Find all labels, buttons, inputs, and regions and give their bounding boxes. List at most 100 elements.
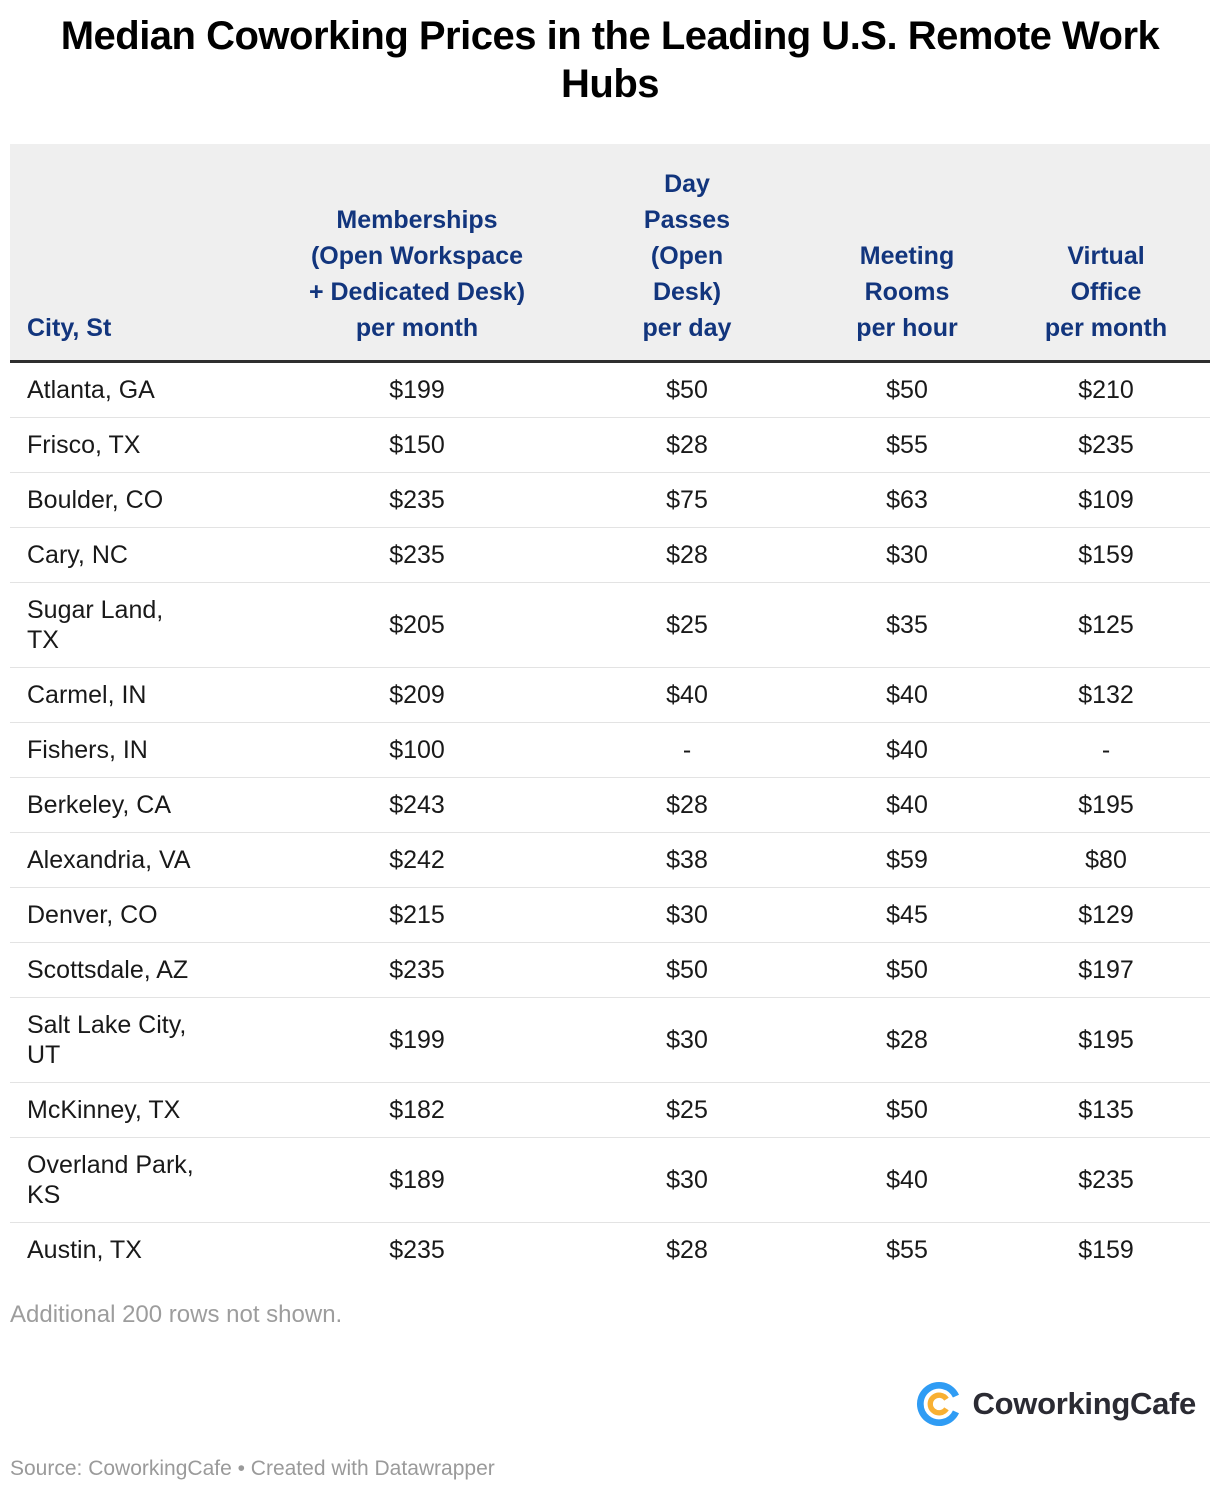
cell-value: $55 [812, 417, 1002, 473]
cell-value: $135 [1002, 1082, 1210, 1138]
cell-value: $125 [1002, 582, 1210, 668]
cell-value: $235 [272, 472, 562, 528]
cell-city: Salt Lake City, UT [10, 997, 272, 1083]
column-header-virtual-office: Virtual Office per month [1002, 144, 1210, 363]
table-row: Overland Park, KS $189 $30 $40 $235 [10, 1137, 1210, 1223]
cell-city: Sugar Land, TX [10, 582, 272, 668]
cell-value: $25 [562, 1082, 812, 1138]
cell-city: Carmel, IN [10, 667, 272, 723]
cell-value: $150 [272, 417, 562, 473]
cell-value: $25 [562, 582, 812, 668]
column-header-city: City, St [10, 144, 272, 363]
cell-value: $40 [812, 667, 1002, 723]
table-row: Frisco, TX $150 $28 $55 $235 [10, 417, 1210, 473]
cell-value: $50 [666, 376, 708, 404]
cell-value: $63 [812, 472, 1002, 528]
cell-value: $50 [562, 942, 812, 998]
cell-value: - [562, 722, 812, 778]
cell-value: $50 [812, 942, 1002, 998]
cell-city: Denver, CO [10, 887, 272, 943]
cell-value: $159 [1002, 527, 1210, 583]
cell-value: $28 [562, 777, 812, 833]
table-row: Sugar Land, TX $205 $25 $35 $125 [10, 582, 1210, 668]
table-row: Carmel, IN $209 $40 $40 $132 [10, 667, 1210, 723]
table-row: McKinney, TX $182 $25 $50 $135 [10, 1082, 1210, 1138]
table-row: Atlanta, GA $199 $50 $50 $210 [10, 362, 1210, 418]
cell-value: $50 [886, 376, 928, 404]
cell-value: $197 [1002, 942, 1210, 998]
coworkingcafe-logo-icon [916, 1381, 962, 1427]
column-header-day-passes: Day Passes (Open Desk) per day [562, 144, 812, 363]
cell-value: $199 [272, 997, 562, 1083]
chart-container: Median Coworking Prices in the Leading U… [0, 12, 1220, 1481]
cell-value: $28 [562, 527, 812, 583]
cell-value: - [1002, 722, 1210, 778]
cell-value: $28 [562, 417, 812, 473]
footer-brand: CoworkingCafe [10, 1381, 1196, 1427]
cell-value: $243 [272, 777, 562, 833]
cell-value: $28 [562, 1222, 812, 1277]
table-row: Scottsdale, AZ $235 $50 $50 $197 [10, 942, 1210, 998]
column-header-memberships: Memberships (Open Workspace + Dedicated … [272, 144, 562, 363]
table-row: Cary, NC $235 $28 $30 $159 [10, 527, 1210, 583]
column-header-meeting-rooms: Meeting Rooms per hour [812, 144, 1002, 363]
cell-value: $40 [812, 722, 1002, 778]
pricing-table: City, St Memberships (Open Workspace + D… [10, 144, 1210, 1277]
cell-value: $30 [562, 887, 812, 943]
cell-value: $205 [272, 582, 562, 668]
cell-city: Boulder, CO [10, 472, 272, 528]
cell-value: $100 [272, 722, 562, 778]
cell-city: Cary, NC [10, 527, 272, 583]
cell-value: $159 [1002, 1222, 1210, 1277]
cell-city: Frisco, TX [10, 417, 272, 473]
cell-value: $235 [272, 527, 562, 583]
cell-value: $40 [812, 777, 1002, 833]
cell-value: $75 [562, 472, 812, 528]
cell-value: $242 [272, 832, 562, 888]
cell-value: $30 [812, 527, 1002, 583]
cell-value: $215 [272, 887, 562, 943]
cell-city: Berkeley, CA [10, 777, 272, 833]
cell-value: $189 [272, 1137, 562, 1223]
cell-value: $235 [1002, 417, 1210, 473]
cell-value: $50 [812, 1082, 1002, 1138]
cell-value: $109 [1002, 472, 1210, 528]
cell-value: $209 [272, 667, 562, 723]
cell-city: Fishers, IN [10, 722, 272, 778]
table-header: City, St Memberships (Open Workspace + D… [10, 144, 1210, 363]
cell-value: $30 [562, 1137, 812, 1223]
cell-value: $235 [272, 942, 562, 998]
cell-value: $35 [812, 582, 1002, 668]
cell-value: $199 [389, 376, 445, 404]
cell-value: $195 [1002, 997, 1210, 1083]
cell-value: $195 [1002, 777, 1210, 833]
table-row: Salt Lake City, UT $199 $30 $28 $195 [10, 997, 1210, 1083]
source-line: Source: CoworkingCafe • Created with Dat… [10, 1457, 495, 1480]
cell-value: $210 [1078, 376, 1134, 404]
cell-value: $182 [272, 1082, 562, 1138]
cell-city: McKinney, TX [10, 1082, 272, 1138]
cell-value: $45 [812, 887, 1002, 943]
table-row: Austin, TX $235 $28 $55 $159 [10, 1222, 1210, 1277]
truncation-note: Additional 200 rows not shown. [10, 1301, 343, 1328]
cell-value: $132 [1002, 667, 1210, 723]
cell-value: $235 [272, 1222, 562, 1277]
cell-value: $38 [562, 832, 812, 888]
table-row: Boulder, CO $235 $75 $63 $109 [10, 472, 1210, 528]
cell-value: $235 [1002, 1137, 1210, 1223]
cell-value: $55 [812, 1222, 1002, 1277]
cell-value: $28 [812, 997, 1002, 1083]
cell-value: $59 [812, 832, 1002, 888]
cell-value: $40 [812, 1137, 1002, 1223]
table-row: Denver, CO $215 $30 $45 $129 [10, 887, 1210, 943]
table-row: Alexandria, VA $242 $38 $59 $80 [10, 832, 1210, 888]
brand-wordmark: CoworkingCafe [972, 1386, 1197, 1421]
cell-value: $80 [1002, 832, 1210, 888]
table-row: Berkeley, CA $243 $28 $40 $195 [10, 777, 1210, 833]
cell-value: $129 [1002, 887, 1210, 943]
cell-city: Scottsdale, AZ [10, 942, 272, 998]
cell-city: Atlanta, GA [27, 376, 155, 404]
cell-city: Overland Park, KS [10, 1137, 272, 1223]
cell-city: Austin, TX [10, 1222, 272, 1277]
table-header-row: City, St Memberships (Open Workspace + D… [10, 144, 1210, 363]
